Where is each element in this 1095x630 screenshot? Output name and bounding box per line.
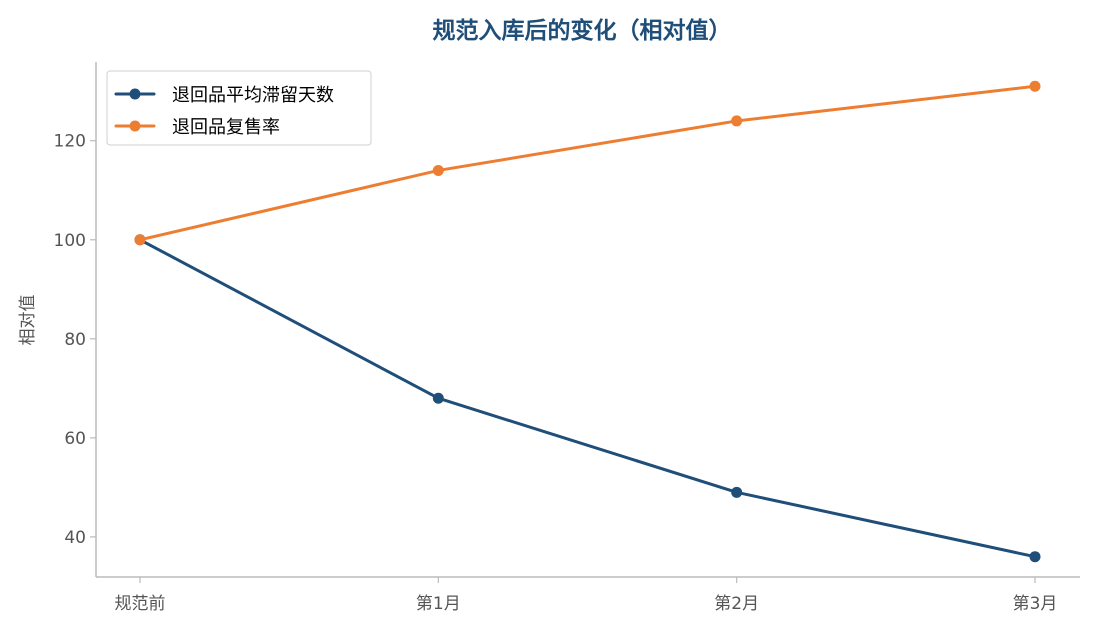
axes [95, 62, 1080, 578]
legend-label: 退回品平均滞留天数 [172, 85, 334, 106]
chart-title: 规范入库后的变化（相对值） [433, 17, 732, 44]
data-point [134, 234, 146, 246]
y-tick-label: 120 [54, 132, 86, 152]
data-point [731, 115, 743, 127]
data-point [432, 392, 444, 404]
legend-marker [129, 88, 141, 100]
y-tick-label: 40 [64, 528, 86, 548]
legend-marker [129, 120, 141, 132]
data-point [731, 486, 743, 498]
data-point [1029, 80, 1041, 92]
data-point [1029, 551, 1041, 563]
y-tick-label: 100 [54, 231, 86, 251]
x-tick-label: 规范前 [115, 594, 166, 614]
y-tick-label: 60 [64, 429, 86, 449]
series-line-2 [138, 84, 1037, 242]
x-tick-label: 第3月 [1013, 594, 1058, 614]
x-ticks: 规范前 第1月 第2月 第3月 [115, 577, 1058, 614]
legend-box [106, 70, 372, 146]
x-tick-label: 第1月 [416, 594, 461, 614]
y-ticks: 40 60 80 100 120 [54, 132, 96, 548]
data-point [432, 164, 444, 176]
series-layer [134, 80, 1041, 563]
y-tick-label: 80 [64, 330, 86, 350]
legend-label: 退回品复售率 [172, 117, 280, 138]
x-tick-label: 第2月 [714, 594, 759, 614]
y-axis-label: 相对值 [18, 295, 38, 346]
series-line-1 [138, 238, 1037, 559]
